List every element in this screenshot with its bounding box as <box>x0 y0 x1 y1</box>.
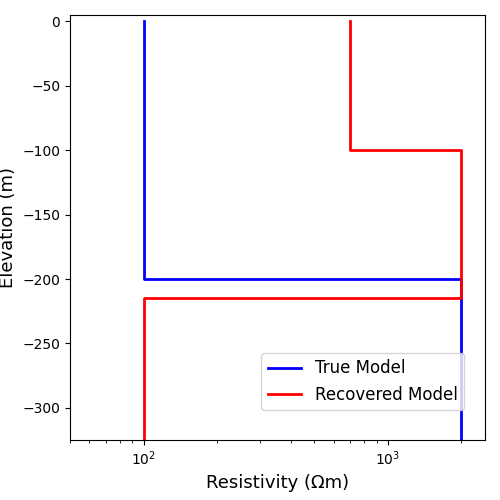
True Model <box>140 276 146 282</box>
True Model <box>140 18 146 24</box>
Line: Recovered Model: Recovered Model <box>144 22 462 440</box>
Recovered Model <box>458 147 464 153</box>
Recovered Model <box>140 437 146 443</box>
Recovered Model <box>347 18 353 24</box>
Y-axis label: Elevation (m): Elevation (m) <box>0 167 16 288</box>
X-axis label: Resistivity (Ωm): Resistivity (Ωm) <box>206 474 349 492</box>
Legend: True Model, Recovered Model: True Model, Recovered Model <box>262 353 464 410</box>
Line: True Model: True Model <box>144 22 462 440</box>
True Model <box>458 276 464 282</box>
True Model <box>458 437 464 443</box>
Recovered Model <box>458 296 464 302</box>
Recovered Model <box>140 296 146 302</box>
Recovered Model <box>347 147 353 153</box>
